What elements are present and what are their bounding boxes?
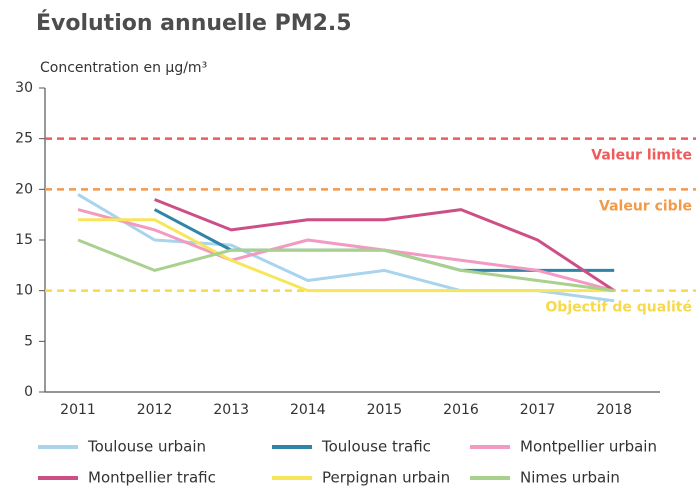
legend-label: Montpellier trafic [88, 469, 216, 487]
y-tick-label: 10 [15, 283, 33, 299]
x-tick-label: 2016 [443, 402, 479, 418]
x-tick-label: 2013 [213, 402, 249, 418]
y-tick-label: 20 [15, 181, 33, 197]
x-tick-label: 2014 [290, 402, 326, 418]
x-tick-label: 2018 [596, 402, 632, 418]
legend-label: Nimes urbain [520, 469, 620, 487]
chart-title: Évolution annuelle PM2.5 [36, 10, 352, 36]
reference-label: Valeur cible [599, 198, 692, 214]
series-line [154, 198, 616, 292]
x-tick-label: 2012 [137, 402, 173, 418]
legend-label: Toulouse urbain [87, 438, 206, 456]
y-tick-label: 25 [15, 131, 33, 147]
x-tick-label: 2017 [520, 402, 556, 418]
x-tick-label: 2011 [60, 402, 96, 418]
y-tick-label: 0 [24, 384, 33, 400]
reference-label: Valeur limite [591, 148, 692, 164]
y-axis-label: Concentration en µg/m³ [40, 60, 207, 76]
legend-label: Montpellier urbain [520, 438, 657, 456]
legend-label: Perpignan urbain [322, 469, 450, 487]
series-line [78, 218, 615, 293]
reference-label: Objectif de qualité [545, 300, 692, 316]
y-tick-label: 30 [15, 80, 33, 96]
y-tick-label: 15 [15, 232, 33, 248]
x-tick-label: 2015 [367, 402, 403, 418]
legend-label: Toulouse trafic [321, 438, 431, 456]
series-line [77, 208, 615, 293]
series-line [77, 238, 615, 293]
y-tick-label: 5 [24, 333, 33, 349]
